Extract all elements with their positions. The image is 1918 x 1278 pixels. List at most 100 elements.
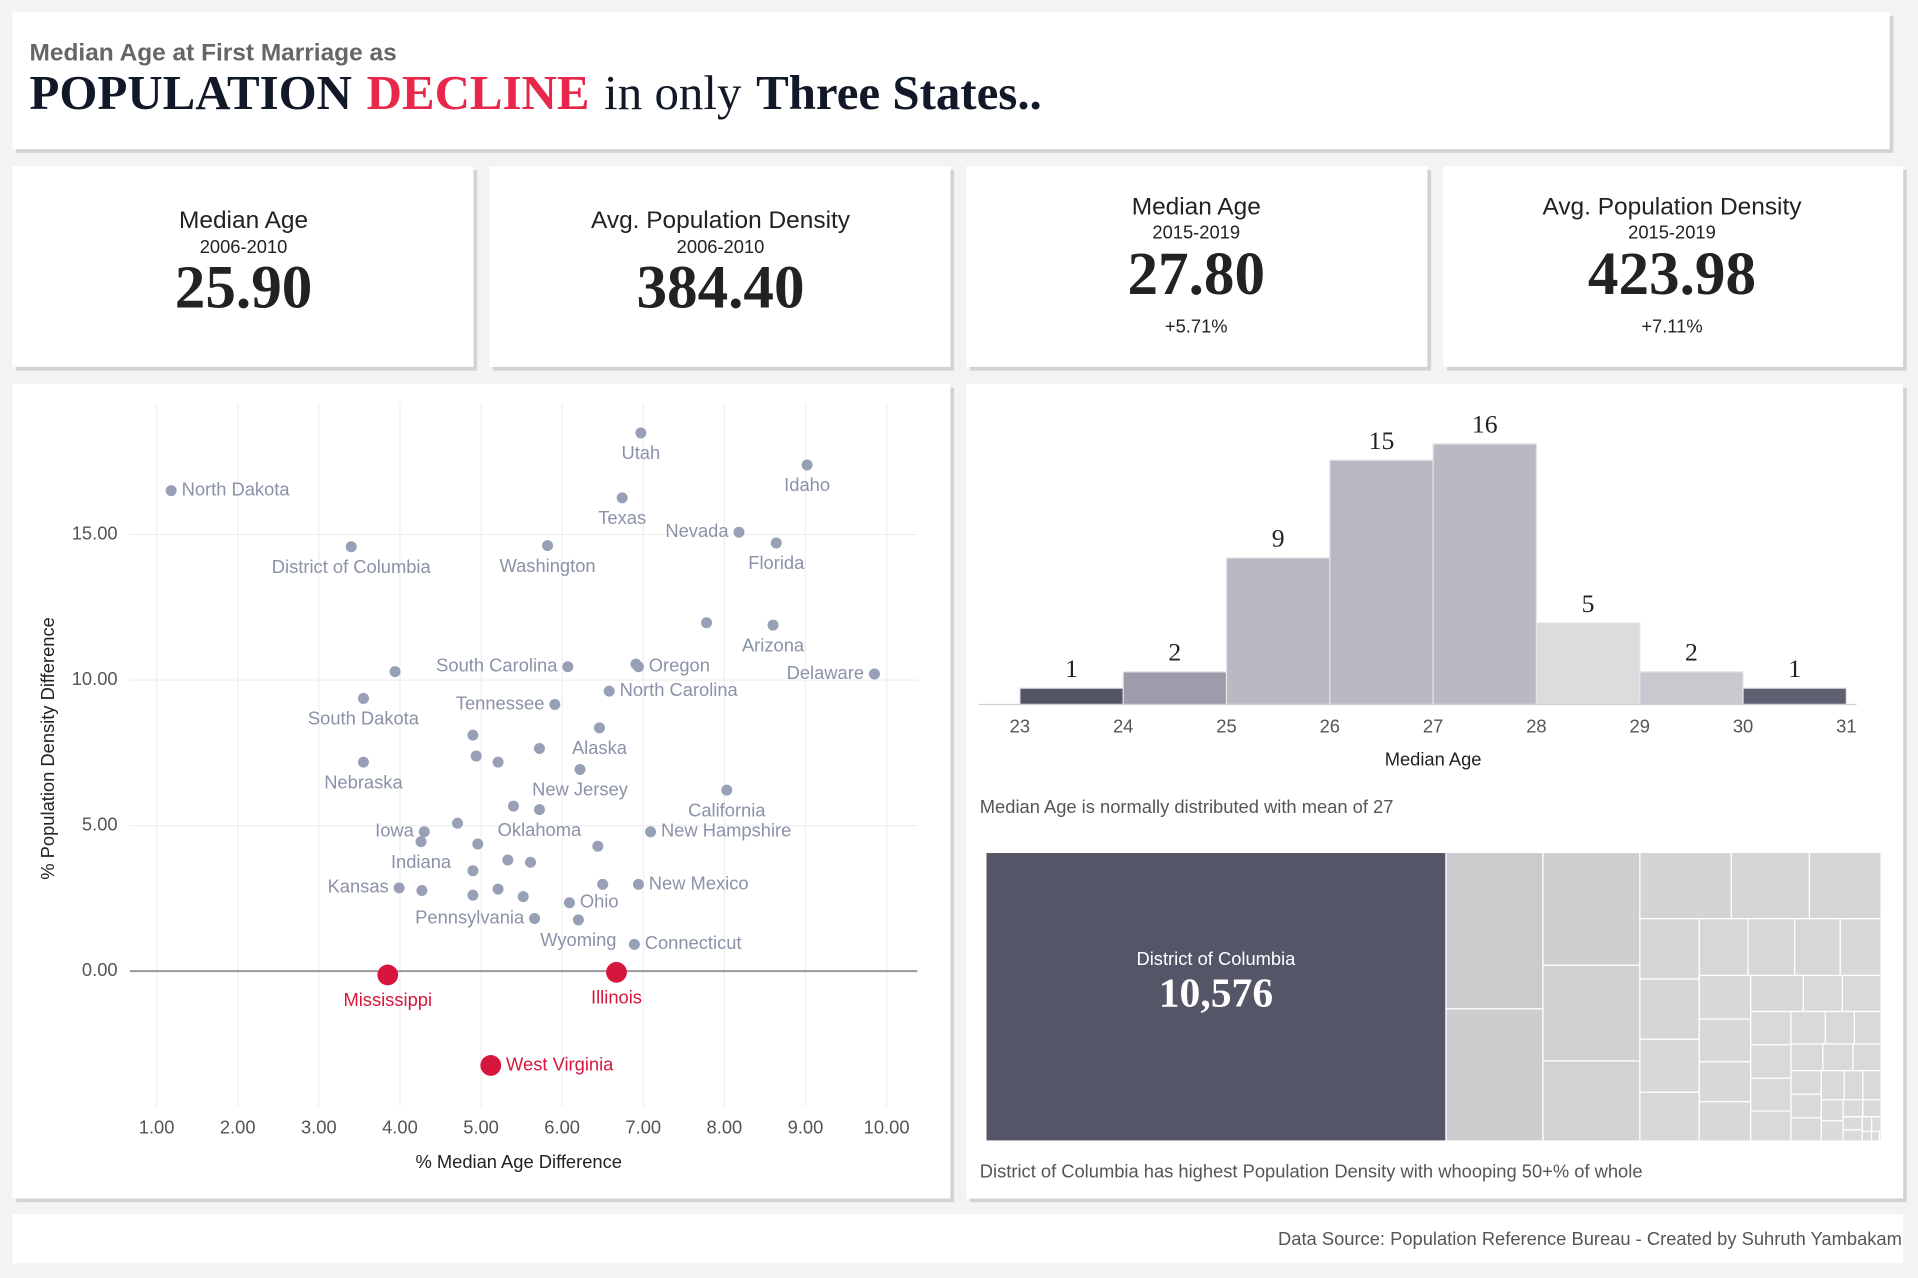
point	[635, 427, 647, 439]
point-label: Arizona	[742, 634, 805, 655]
point	[357, 756, 369, 768]
point-label: Iowa	[375, 820, 415, 841]
point	[603, 685, 615, 697]
point	[533, 804, 545, 816]
point	[563, 897, 575, 909]
point	[165, 485, 177, 497]
x-axis-title: Median Age	[1385, 749, 1482, 770]
treemap-cell	[1839, 918, 1882, 977]
treemap-cell	[1790, 1093, 1822, 1119]
panel	[1443, 166, 1904, 367]
point-label: District of Columbia	[272, 556, 432, 577]
point	[645, 826, 657, 838]
footer-text: Data Source: Population Reference Bureau…	[1278, 1228, 1902, 1249]
treemap-cell	[1445, 851, 1544, 1010]
x-tick-label: 5.00	[463, 1117, 499, 1138]
bar-value-label: 15	[1369, 426, 1395, 455]
point	[480, 1055, 502, 1076]
bar-value-label: 2	[1168, 638, 1181, 667]
x-axis-title: % Median Age Difference	[415, 1151, 621, 1172]
point	[628, 938, 640, 950]
title-part: POPULATION	[30, 65, 352, 120]
treemap-cell	[1639, 851, 1733, 920]
bar	[1329, 459, 1434, 706]
point	[415, 836, 427, 848]
caption: District of Columbia has highest Populat…	[980, 1161, 1643, 1182]
treemap-cell	[1802, 974, 1844, 1013]
treemap-cell	[1842, 1116, 1863, 1131]
x-tick-label: 28	[1526, 716, 1546, 737]
point	[572, 914, 584, 926]
point-label: California	[688, 799, 766, 820]
kpi-period: 2015-2019	[1628, 221, 1716, 242]
point	[492, 756, 504, 768]
title: POPULATION DECLINE in only Three States..	[30, 65, 1042, 120]
point-label: Connecticut	[645, 932, 742, 953]
point	[549, 699, 561, 711]
treemap-cell	[1750, 1077, 1792, 1112]
point	[357, 692, 369, 704]
treemap-cell	[1862, 1070, 1882, 1101]
kpi-title: Median Age	[179, 207, 308, 234]
panel	[966, 166, 1428, 367]
x-tick-label: 4.00	[382, 1117, 418, 1138]
point-label: Indiana	[391, 851, 452, 872]
treemap-cell	[1698, 1061, 1752, 1103]
treemap-cell	[1842, 1099, 1864, 1118]
treemap-cell	[1843, 1070, 1864, 1101]
bar	[1535, 622, 1641, 706]
point-label: Wyoming	[540, 929, 616, 950]
x-tick-label: 23	[1010, 716, 1030, 737]
x-tick-label: 6.00	[544, 1117, 580, 1138]
bar-value-label: 2	[1685, 638, 1698, 667]
treemap-cell	[1820, 1099, 1844, 1122]
treemap-cell	[1698, 974, 1752, 1020]
point-label: New Jersey	[532, 779, 629, 800]
treemap-cell	[1639, 978, 1700, 1040]
treemap-cell	[1790, 1070, 1822, 1095]
x-tick-label: 31	[1836, 716, 1856, 737]
bar	[1639, 671, 1744, 706]
y-axis-title: % Population Density Difference	[37, 617, 58, 880]
point	[801, 459, 813, 471]
point	[472, 838, 484, 850]
x-tick-label: 3.00	[301, 1117, 337, 1138]
point-label: Kansas	[328, 876, 389, 897]
x-tick-label: 25	[1216, 716, 1236, 737]
treemap-cell	[1820, 1120, 1844, 1142]
kpi-period: 2006-2010	[200, 236, 288, 257]
point	[533, 742, 545, 754]
point-label: Mississippi	[343, 989, 432, 1010]
x-tick-label: 1.00	[139, 1117, 175, 1138]
bar-value-label: 1	[1788, 654, 1801, 683]
bar-value-label: 9	[1272, 524, 1285, 553]
point	[525, 856, 537, 868]
point-label: South Dakota	[308, 708, 420, 729]
point	[517, 891, 529, 903]
kpi-change: +7.11%	[1641, 316, 1702, 337]
point-label: Oregon	[649, 655, 710, 676]
point	[632, 878, 644, 890]
treemap-cell	[1639, 1091, 1700, 1142]
y-tick-label: 0.00	[82, 959, 118, 980]
point-label: North Dakota	[182, 478, 291, 499]
panel	[12, 166, 474, 367]
point	[345, 541, 357, 553]
x-tick-label: 27	[1423, 716, 1443, 737]
treemap-cell	[1820, 1070, 1845, 1101]
bar	[1122, 671, 1228, 706]
point	[393, 882, 405, 894]
point	[529, 912, 541, 924]
point	[502, 854, 514, 866]
treemap-cell	[1639, 1038, 1700, 1093]
point-label: New Mexico	[649, 872, 749, 893]
x-tick-label: 29	[1630, 716, 1650, 737]
point	[597, 878, 609, 890]
point	[542, 540, 554, 552]
point	[574, 763, 586, 775]
y-tick-label: 5.00	[82, 813, 118, 834]
y-tick-label: 15.00	[72, 522, 118, 543]
point-label: New Hampshire	[661, 820, 791, 841]
